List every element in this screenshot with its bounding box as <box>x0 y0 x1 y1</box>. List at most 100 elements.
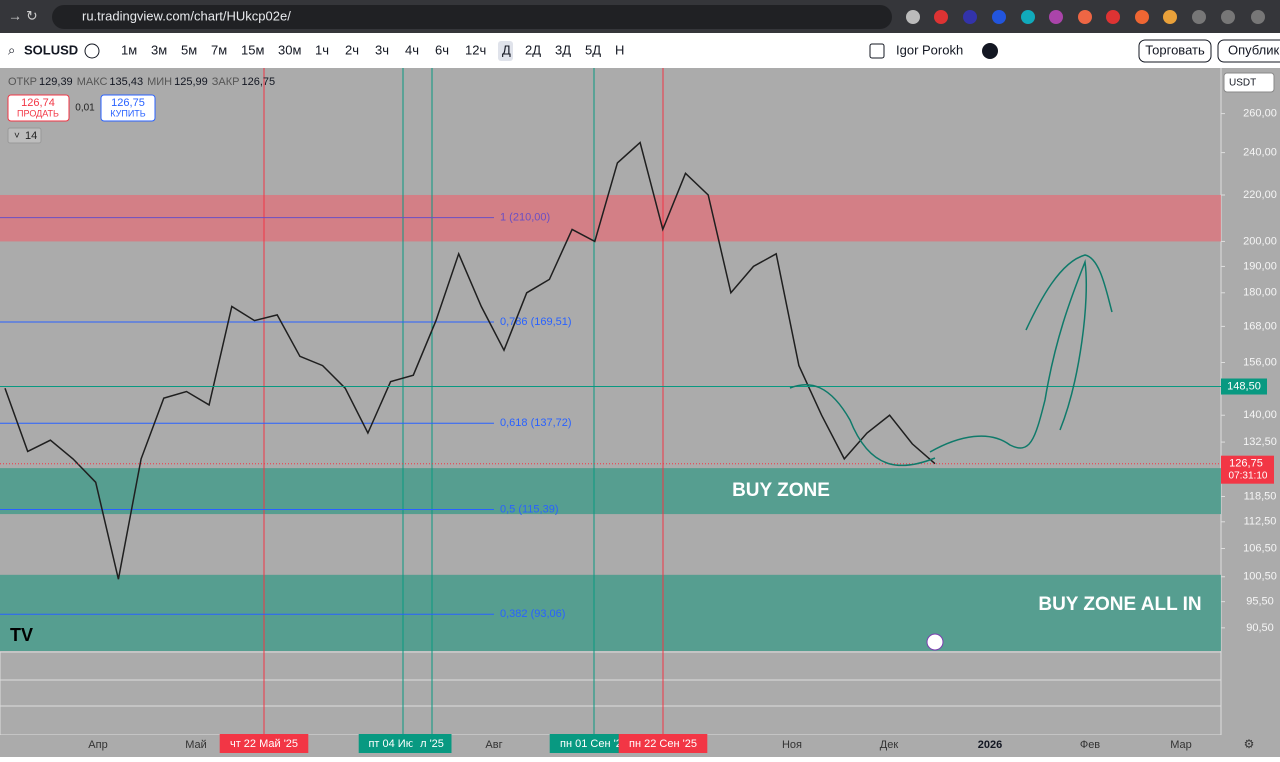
price-axis <box>1221 68 1280 735</box>
time-label: Авг <box>485 739 502 751</box>
y-tick-label: 118,50 <box>1244 490 1277 502</box>
y-tick-label: 260,00 <box>1243 107 1277 119</box>
interval[interactable]: 7м <box>211 42 227 57</box>
search-icon[interactable]: ⌕ <box>8 42 15 57</box>
interval-group: 1м 3м 5м 7м 15м 30м 1ч 2ч 3ч 4ч 6ч 12ч Д 2Д 3Д 5Д Н <box>121 41 624 61</box>
sell-button[interactable] <box>7 94 70 122</box>
y-tick-label: 112,50 <box>1244 516 1277 528</box>
publish-button-label[interactable]: Опублико <box>1228 42 1280 57</box>
currency-select[interactable] <box>1223 72 1275 93</box>
y-tick-label: 180,00 <box>1243 287 1277 299</box>
buy-label[interactable]: КУПИТЬ <box>110 108 145 118</box>
time-label: Фев <box>1080 739 1100 751</box>
reload-icon[interactable]: ↻ <box>26 8 38 24</box>
y-tick-label: 95,50 <box>1246 596 1274 608</box>
ohlc-value: 126,75 <box>241 76 275 88</box>
drawn-curve <box>929 259 1087 453</box>
y-tick-label: 190,00 <box>1243 260 1277 272</box>
symbol[interactable]: SOLUSD <box>24 42 78 57</box>
interval[interactable]: 4ч <box>405 42 419 57</box>
toolbar <box>0 33 1280 68</box>
ohlc-legend: ОТКР 129,39 МАКС 135,43 МИН 125,99 ЗАКР 126,75 <box>8 76 275 88</box>
interval[interactable]: 3м <box>151 42 167 57</box>
date-marker-box <box>219 734 309 753</box>
interval[interactable]: 30м <box>278 42 301 57</box>
y-tick-label: 100,50 <box>1243 571 1277 583</box>
y-tick-label: 140,00 <box>1243 409 1277 421</box>
time-label: Дек <box>880 739 899 751</box>
interval[interactable]: 12ч <box>465 42 486 57</box>
spread: 0,01 <box>75 103 95 114</box>
y-tick-label: 90,50 <box>1246 622 1274 634</box>
interval[interactable]: 5м <box>181 42 197 57</box>
ohlc-label: ОТКР <box>8 76 37 88</box>
fib-label: 0,382 (93,06) <box>500 608 565 620</box>
back-icon[interactable]: → <box>8 8 22 24</box>
publish-button[interactable] <box>1217 39 1280 63</box>
ohlc-label: ЗАКР <box>212 76 240 88</box>
interval[interactable]: 1м <box>121 42 137 57</box>
interval[interactable]: 1ч <box>315 42 329 57</box>
date-marker-box <box>412 734 452 753</box>
y-tick-label: 106,50 <box>1243 542 1277 554</box>
settings-icon[interactable]: ⚙ <box>1244 737 1255 751</box>
date-marker-label: л '25 <box>420 738 444 750</box>
event-icon[interactable] <box>926 633 944 651</box>
date-marker-box <box>549 734 639 753</box>
indicators-count[interactable]: 14 <box>25 130 37 142</box>
add-symbol[interactable] <box>84 43 100 59</box>
user-name[interactable]: Igor Porokh <box>896 42 963 57</box>
sell-label[interactable]: ПРОДАТЬ <box>17 108 59 118</box>
collapse-icon[interactable]: ˅ <box>14 131 20 142</box>
buy-button[interactable] <box>100 94 156 122</box>
y-tick-label: 220,00 <box>1243 189 1277 201</box>
fib-label: 0,5 (115,39) <box>500 503 559 515</box>
interval[interactable]: 5Д <box>585 42 601 57</box>
interval[interactable]: 15м <box>241 42 264 57</box>
fib-label: 0,786 (169,51) <box>500 316 572 328</box>
time-label: Мар <box>1170 739 1192 751</box>
interval[interactable]: Н <box>615 42 624 57</box>
date-marker-label: пн 01 Сен '25 <box>560 738 628 750</box>
last-price-label: 126,75 <box>1229 458 1263 470</box>
fib-label: 1 (210,00) <box>500 212 550 224</box>
drawn-curve <box>1025 254 1113 331</box>
interval[interactable]: 6ч <box>435 42 449 57</box>
y-tick-label: 156,00 <box>1243 356 1277 368</box>
price-badge-label: 148,50 <box>1227 380 1261 392</box>
date-marker-label: чт 22 Май '25 <box>230 738 298 750</box>
address-bar[interactable] <box>52 5 892 29</box>
price-zone <box>0 574 1221 651</box>
price-line <box>4 141 936 580</box>
countdown: 07:31:10 <box>1229 470 1268 481</box>
date-marker-box <box>618 734 708 753</box>
lower-pane <box>0 651 1222 736</box>
interval[interactable]: 2ч <box>345 42 359 57</box>
interval[interactable]: 3Д <box>555 42 571 57</box>
interval[interactable]: 2Д <box>525 42 541 57</box>
ohlc-value: 125,99 <box>174 76 208 88</box>
y-tick-label: 200,00 <box>1243 235 1277 247</box>
time-label: Апр <box>88 739 107 751</box>
drawn-curve <box>789 384 936 467</box>
interval-active[interactable] <box>498 41 513 61</box>
fib-label: 0,618 (137,72) <box>500 417 572 429</box>
url[interactable]: ru.tradingview.com/chart/HUkcp02e/ <box>82 8 291 23</box>
price-zone <box>0 194 1221 242</box>
buy-price[interactable]: 126,75 <box>111 97 145 109</box>
avatar[interactable] <box>982 43 998 59</box>
ohlc-label: МИН <box>147 76 172 88</box>
trade-button[interactable] <box>1138 39 1212 63</box>
indicators-toggle[interactable] <box>7 127 42 144</box>
interval[interactable]: Д <box>502 42 511 57</box>
interval[interactable]: 3ч <box>375 42 389 57</box>
last-price-badge <box>1221 455 1274 484</box>
checkbox[interactable] <box>869 43 885 59</box>
sell-price[interactable]: 126,74 <box>21 97 55 109</box>
trade-button-label[interactable]: Торговать <box>1145 42 1205 57</box>
date-marker-label: пн 22 Сен '25 <box>629 738 697 750</box>
currency[interactable]: USDT <box>1229 78 1256 89</box>
time-label: Ноя <box>782 739 802 751</box>
